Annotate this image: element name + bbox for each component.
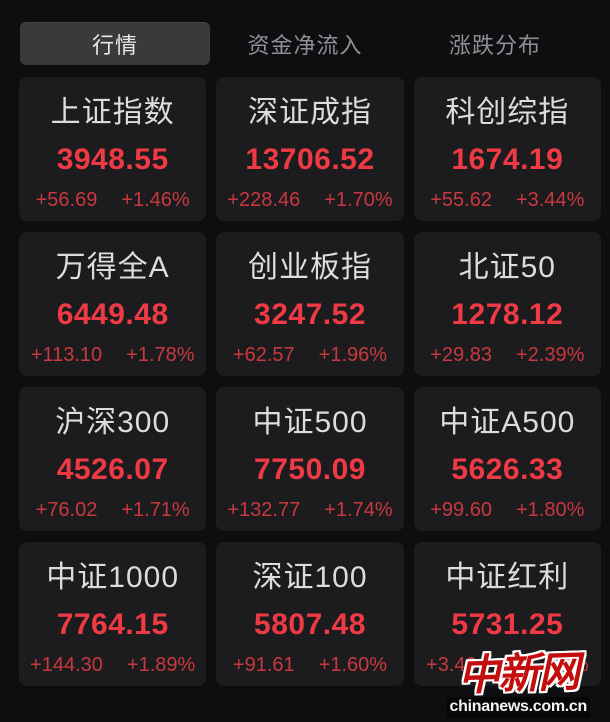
index-name: 中证1000	[46, 560, 180, 594]
index-change-pct: +1.89%	[126, 653, 196, 676]
tab-market[interactable]: 行情	[20, 22, 210, 65]
index-change-pct: +1.78%	[126, 343, 195, 366]
index-change-row: +99.60 +1.80%	[414, 499, 601, 522]
index-change: +91.61	[232, 653, 295, 676]
index-change: +29.83	[430, 343, 492, 366]
index-change: +76.02	[35, 498, 98, 521]
index-card-csi-dividend[interactable]: 中证红利 5731.25 +3.40 %	[413, 542, 601, 686]
index-name: 深证成指	[247, 95, 372, 129]
index-card-csi-300[interactable]: 沪深300 4526.07 +76.02 +1.71%	[19, 387, 207, 531]
index-change: +62.57	[232, 343, 295, 366]
index-name: 科创综指	[445, 95, 570, 129]
index-name: 创业板指	[247, 250, 372, 284]
index-value: 1278.12	[451, 297, 564, 331]
index-change: +3.40	[426, 653, 477, 676]
index-card-shenzhen-component[interactable]: 深证成指 13706.52 +228.46 +1.70%	[216, 77, 404, 221]
index-change-row: +56.69 +1.46%	[19, 189, 206, 212]
index-card-star-composite[interactable]: 科创综指 1674.19 +55.62 +3.44%	[413, 77, 601, 221]
index-card-csi-a500[interactable]: 中证A500 5626.33 +99.60 +1.80%	[413, 387, 601, 531]
index-name: 中证500	[252, 405, 368, 439]
index-name: 上证指数	[50, 95, 175, 129]
index-change-pct: +1.60%	[318, 653, 388, 676]
index-name: 万得全A	[55, 250, 170, 284]
index-card-csi-500[interactable]: 中证500 7750.09 +132.77 +1.74%	[216, 387, 404, 531]
index-value: 3247.52	[254, 297, 366, 331]
index-change: +56.69	[35, 188, 98, 211]
index-value: 5626.33	[451, 452, 564, 486]
index-name: 北证50	[458, 250, 556, 284]
index-change-row: +132.77 +1.74%	[216, 499, 403, 522]
index-card-wind-all-a[interactable]: 万得全A 6449.48 +113.10 +1.78%	[19, 232, 207, 376]
tab-bar: 行情 资金净流入 涨跌分布	[20, 22, 590, 65]
index-change: +99.60	[430, 498, 492, 521]
index-name: 深证100	[252, 560, 368, 594]
index-change-row: +113.10 +1.78%	[19, 344, 206, 367]
index-change-pct: +2.39%	[515, 343, 585, 366]
tab-distribution[interactable]: 涨跌分布	[448, 32, 541, 58]
index-change-row: +144.30 +1.89%	[19, 654, 206, 677]
index-card-chinext[interactable]: 创业板指 3247.52 +62.57 +1.96%	[216, 232, 404, 376]
tab-net-inflow[interactable]: 资金净流入	[247, 32, 363, 58]
index-change-row: +55.62 +3.44%	[414, 189, 601, 212]
index-change-pct: +3.44%	[515, 188, 585, 211]
index-card-shenzhen-100[interactable]: 深证100 5807.48 +91.61 +1.60%	[216, 542, 404, 686]
index-change-pct: %	[570, 653, 589, 676]
index-change: +113.10	[30, 343, 103, 366]
index-value: 3948.55	[56, 142, 169, 176]
index-name: 中证红利	[445, 560, 570, 594]
chinanews-url: chinanews.com.cn	[446, 697, 590, 718]
index-change: +132.77	[227, 498, 301, 521]
index-name: 中证A500	[439, 405, 576, 439]
index-change-row: +91.61 +1.60%	[216, 654, 403, 677]
index-change-pct: +1.70%	[324, 188, 393, 211]
index-change-pct: +1.80%	[515, 498, 585, 521]
index-change-pct: +1.96%	[318, 343, 388, 366]
index-card-csi-1000[interactable]: 中证1000 7764.15 +144.30 +1.89%	[19, 542, 207, 686]
index-card-shanghai-composite[interactable]: 上证指数 3948.55 +56.69 +1.46%	[19, 77, 207, 221]
index-value: 7750.09	[254, 452, 366, 486]
index-change: +55.62	[430, 188, 492, 211]
index-change-row: +228.46 +1.70%	[216, 189, 403, 212]
index-value: 6449.48	[56, 297, 169, 331]
index-value: 4526.07	[56, 452, 169, 486]
index-value: 5807.48	[254, 607, 366, 641]
index-grid: 上证指数 3948.55 +56.69 +1.46% 深证成指 13706.52…	[19, 77, 601, 686]
index-change-pct: +1.74%	[324, 498, 393, 521]
index-change-row: +29.83 +2.39%	[414, 344, 601, 367]
index-change-pct: +1.46%	[121, 188, 190, 211]
index-change: +144.30	[30, 653, 103, 676]
index-change-row: +62.57 +1.96%	[216, 344, 403, 367]
index-value: 5731.25	[451, 607, 564, 641]
index-change-row: +76.02 +1.71%	[19, 499, 206, 522]
index-value: 1674.19	[451, 142, 564, 176]
index-change-row: +3.40 %	[414, 654, 601, 677]
index-change-pct: +1.71%	[121, 498, 190, 521]
index-name: 沪深300	[55, 405, 171, 439]
index-change: +228.46	[227, 188, 301, 211]
index-value: 7764.15	[56, 607, 169, 641]
index-card-bse-50[interactable]: 北证50 1278.12 +29.83 +2.39%	[413, 232, 601, 376]
index-value: 13706.52	[245, 142, 375, 176]
